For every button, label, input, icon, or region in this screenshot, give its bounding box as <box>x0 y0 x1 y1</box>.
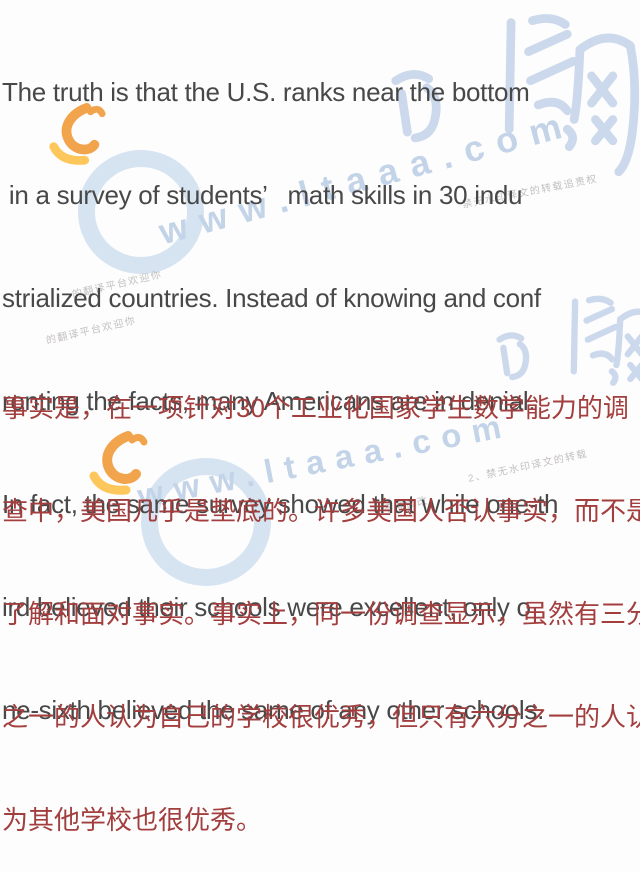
chinese-line: 之一的人认为自己的学校很优秀，但只有六分之一的人认 <box>2 702 640 732</box>
ltaaa-calligraphy-watermark <box>496 295 640 386</box>
ltaaa-logo-figure-icon <box>89 431 148 495</box>
chinese-line: 了解和面对事实。事实上，同一份调查显示，虽然有三分 <box>2 599 640 629</box>
ltaaa-logo-figure-icon <box>49 103 106 165</box>
english-line: In fact, the same survey showed that whi… <box>2 489 559 519</box>
chinese-line: 为其他学校也很优秀。 <box>2 805 263 835</box>
chinese-line: 查中，美国几乎是垫底的。许多美国人否认事实，而不是 <box>2 496 640 526</box>
english-line: ronting the facts, many Americans are in… <box>2 386 536 416</box>
ltaaa-calligraphy-watermark <box>391 14 640 177</box>
english-line: The truth is that the U.S. ranks near th… <box>2 77 530 107</box>
chinese-line: 事实是，在一项针对30个工业化国家学生数学能力的调 <box>2 393 629 423</box>
english-line: in a survey of students’ math skills in … <box>2 180 523 210</box>
chinese-translation-paragraph: 事实是，在一项针对30个工业化国家学生数学能力的调 查中，美国几乎是垫底的。许多… <box>2 326 640 872</box>
english-line: strialized countries. Instead of knowing… <box>2 283 541 313</box>
